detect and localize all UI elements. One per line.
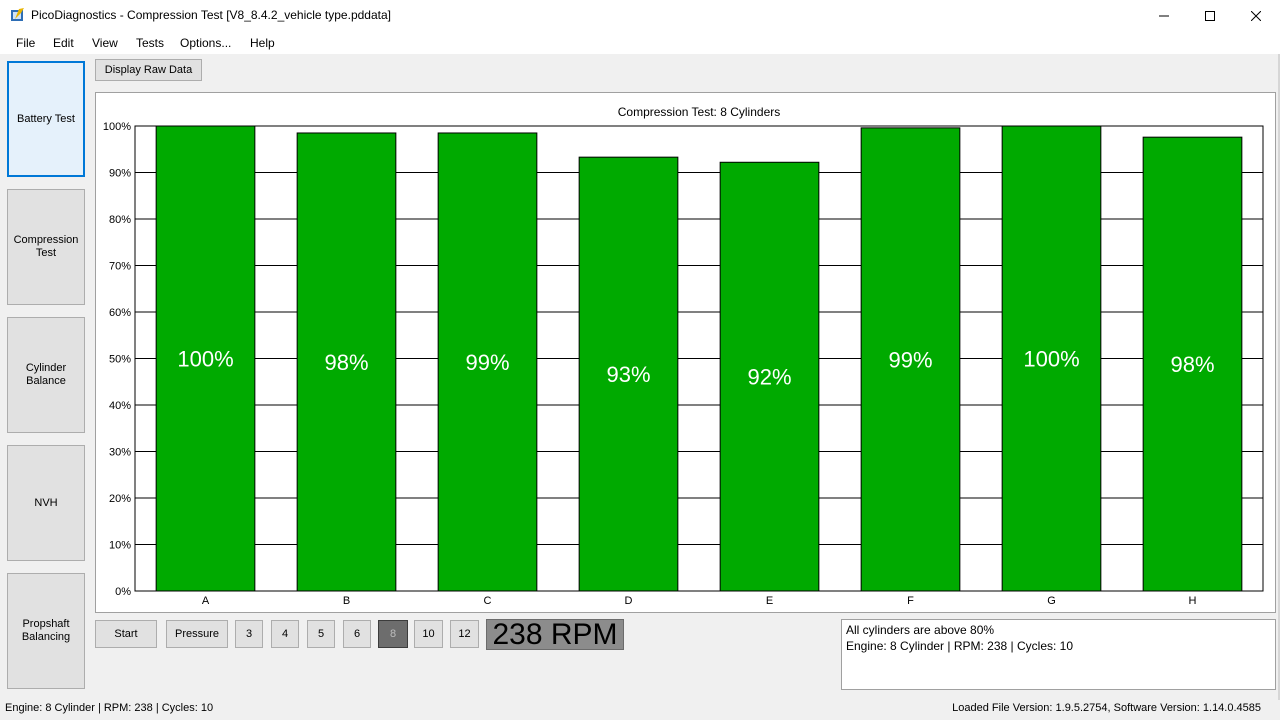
nav-battery-test-label: Battery Test [17,112,75,125]
cylinder-12-button[interactable]: 12 [450,620,479,648]
message-line-1: All cylinders are above 80% [846,623,995,637]
maximize-button[interactable] [1187,0,1233,31]
menu-help[interactable]: Help [250,36,275,50]
menu-file[interactable]: File [16,36,36,50]
nav-nvh[interactable]: NVH [7,445,85,561]
y-tick-label: 10% [109,540,131,552]
minimize-button[interactable] [1141,0,1187,31]
display-raw-data-label: Display Raw Data [104,64,193,76]
y-tick-label: 50% [109,354,131,366]
y-tick-label: 80% [109,214,131,226]
nav-compression-test[interactable]: Compression Test [7,189,85,305]
rpm-display: 238 RPM [486,619,624,650]
nav-battery-test[interactable]: Battery Test [7,61,85,177]
nav-compression-test-label: Compression Test [13,234,79,259]
window-title: PicoDiagnostics - Compression Test [V8_8… [31,8,391,22]
x-tick-label: C [484,595,492,607]
start-button[interactable]: Start [95,620,157,648]
cylinder-5-button[interactable]: 5 [307,620,335,648]
menu-tests[interactable]: Tests [136,36,165,50]
cylinder-12-label: 12 [458,628,471,640]
cylinder-8-button[interactable]: 8 [378,620,408,648]
bar-f [860,127,961,592]
menu-options[interactable]: Options... [180,36,232,50]
cylinder-10-label: 10 [422,628,435,640]
cylinder-10-button[interactable]: 10 [414,620,443,648]
maximize-icon [1205,10,1215,21]
x-tick-label: F [907,595,914,607]
cylinder-8-label: 8 [389,628,397,640]
minimize-icon [1159,15,1169,16]
title-bar: PicoDiagnostics - Compression Test [V8_8… [0,0,1280,31]
x-tick-label: D [625,595,633,607]
bar-value-label: 99% [465,350,509,375]
chart-panel: Compression Test: 8 Cylinders 0% 10% 20% 30%… [95,92,1276,613]
scrollbar[interactable] [1278,54,1280,700]
close-icon [1251,10,1261,21]
menu-bar: File Edit View Tests Options... Help [0,31,1280,54]
nav-nvh-label: NVH [34,496,58,509]
bar-value-label: 100% [177,347,233,372]
compression-chart: Compression Test: 8 Cylinders 0% 10% 20% 30%… [103,105,1264,607]
x-tick-label: E [766,595,773,607]
bar-e [719,161,820,592]
x-tick-label: G [1047,595,1056,607]
bar-value-label: 99% [888,347,932,372]
x-tick-label: A [202,595,210,607]
bar-value-label: 93% [606,362,650,387]
bar-b [296,132,397,592]
x-tick-label: H [1189,595,1197,607]
cylinder-3-button[interactable]: 3 [235,620,263,648]
cylinder-6-button[interactable]: 6 [343,620,371,648]
cylinder-5-label: 5 [317,628,325,640]
y-tick-label: 100% [103,121,131,133]
message-line-2: Engine: 8 Cylinder | RPM: 238 | Cycles: … [846,639,1074,653]
y-tick-label: 60% [109,307,131,319]
x-tick-label: B [343,595,350,607]
bar-value-label: 98% [1170,352,1214,377]
y-tick-label: 30% [109,447,131,459]
start-button-label: Start [114,628,138,640]
nav-propshaft-balancing-label: Propshaft Balancing [21,618,71,643]
pressure-button[interactable]: Pressure [166,620,228,648]
bar-d [578,156,679,592]
y-tick-label: 40% [109,400,131,412]
close-button[interactable] [1233,0,1279,31]
y-tick-label: 90% [109,168,131,180]
chart-title: Compression Test: 8 Cylinders [618,105,781,119]
bar-g [1001,125,1102,592]
y-tick-label: 0% [115,586,131,598]
bar-c [437,132,538,592]
bar-value-label: 92% [747,365,791,390]
cylinder-3-label: 3 [245,628,253,640]
app-icon [11,8,24,21]
status-left: Engine: 8 Cylinder | RPM: 238 | Cycles: … [5,702,214,714]
cylinder-4-label: 4 [281,628,289,640]
message-box: All cylinders are above 80% Engine: 8 Cy… [841,619,1276,690]
y-tick-label: 70% [109,261,131,273]
menu-view[interactable]: View [92,36,118,50]
bar-value-label: 100% [1023,347,1079,372]
y-tick-label: 20% [109,493,131,505]
cylinder-6-label: 6 [353,628,361,640]
bar-a [155,125,256,592]
nav-propshaft-balancing[interactable]: Propshaft Balancing [7,573,85,689]
display-raw-data-button[interactable]: Display Raw Data [95,59,202,81]
nav-cylinder-balance[interactable]: Cylinder Balance [7,317,85,433]
nav-cylinder-balance-label: Cylinder Balance [25,362,67,387]
bar-h [1142,136,1243,592]
cylinder-4-button[interactable]: 4 [271,620,299,648]
pressure-button-label: Pressure [174,628,220,640]
menu-edit[interactable]: Edit [53,36,74,50]
status-right: Loaded File Version: 1.9.5.2754, Softwar… [952,702,1261,714]
bar-value-label: 98% [324,350,368,375]
